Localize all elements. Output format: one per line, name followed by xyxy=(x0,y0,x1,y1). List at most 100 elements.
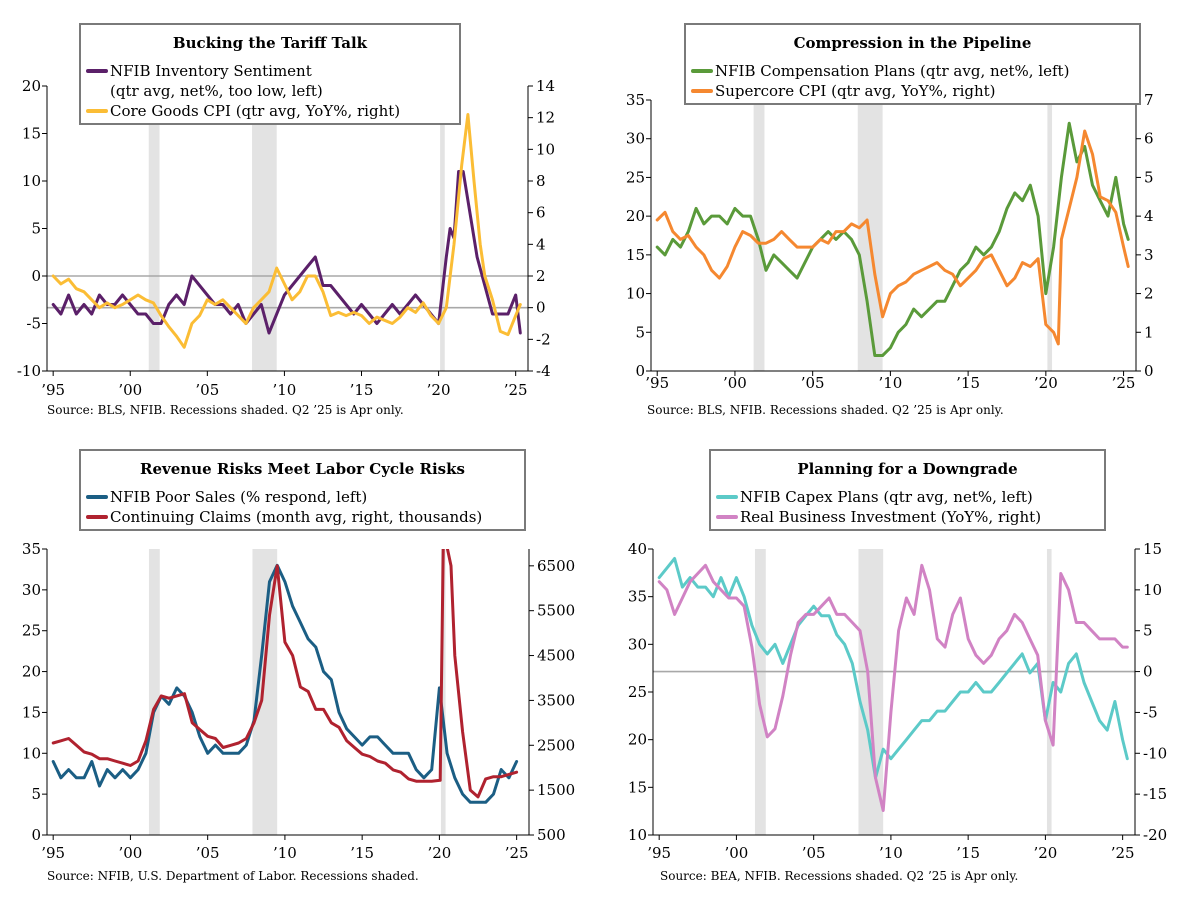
chart-panel-2: 0 5 10 15 20 25 30 35 0 1 2 3 4 5 6 7 ’95 ’00 ’05 ’10 ’15 ’20… xyxy=(626,23,1154,417)
left-tick-label: 35 xyxy=(628,588,647,606)
chart-panel-1: -10 -5 0 5 10 15 20 -4 -2 0 2 4 6 8 10 12 14 ’95 ’00 ’05 ’10… xyxy=(17,23,555,417)
x-tick-label: ’05 xyxy=(801,374,825,392)
right-tick-label: 7 xyxy=(1144,91,1154,109)
legend-label: Supercore CPI (qtr avg, YoY%, right) xyxy=(715,82,996,100)
right-tick-label: -5 xyxy=(1143,703,1158,721)
chart-title: Bucking the Tariff Talk xyxy=(173,34,368,52)
x-tick-label: ’05 xyxy=(196,844,220,862)
left-tick-label: 15 xyxy=(22,125,41,143)
right-tick-label: -10 xyxy=(1143,744,1167,762)
x-tick-label: ’25 xyxy=(1112,374,1136,392)
x-tick-label: ’95 xyxy=(645,374,669,392)
right-tick-label: -4 xyxy=(536,362,551,380)
x-tick-label: ’95 xyxy=(647,844,671,862)
right-tick-label: 6 xyxy=(1144,130,1154,148)
left-tick-label: 20 xyxy=(22,663,41,681)
x-tick-label: ’15 xyxy=(350,844,374,862)
right-tick-label: 4500 xyxy=(537,647,575,665)
x-tick-label: ’95 xyxy=(41,844,65,862)
legend-label: NFIB Poor Sales (% respond, left) xyxy=(110,488,367,506)
left-tick-label: 10 xyxy=(22,744,41,762)
right-tick-label: 5500 xyxy=(537,602,575,620)
recession-band xyxy=(1047,100,1053,371)
left-tick-label: 0 xyxy=(31,267,41,285)
left-tick-label: 20 xyxy=(22,77,41,95)
right-tick-label: 6500 xyxy=(537,557,575,575)
x-tick-label: ’15 xyxy=(350,381,374,399)
source-note: Source: BLS, NFIB. Recessions shaded. Q2… xyxy=(47,403,404,417)
legend-box xyxy=(709,449,1106,531)
left-tick-label: 30 xyxy=(628,635,647,653)
right-tick-label: -2 xyxy=(536,330,551,348)
legend-label: NFIB Inventory Sentiment xyxy=(110,62,312,80)
left-tick-label: 25 xyxy=(22,622,41,640)
chart-title: Planning for a Downgrade xyxy=(797,460,1017,478)
series-line-1 xyxy=(657,557,1129,780)
left-tick-label: 5 xyxy=(31,785,41,803)
x-tick-label: ’20 xyxy=(1033,844,1057,862)
legend-label: (qtr avg, net%, too low, left) xyxy=(110,82,323,100)
left-tick-label: 20 xyxy=(626,207,645,225)
right-tick-label: 3500 xyxy=(537,691,575,709)
right-tick-label: 5 xyxy=(1143,622,1153,640)
right-tick-label: 0 xyxy=(536,299,546,317)
source-note: Source: BEA, NFIB. Recessions shaded. Q2… xyxy=(660,869,1018,883)
x-tick-label: ’00 xyxy=(118,381,142,399)
recession-band xyxy=(754,549,766,835)
right-tick-label: 1500 xyxy=(537,781,575,799)
right-tick-label: 6 xyxy=(536,204,546,222)
chart-title: Revenue Risks Meet Labor Cycle Risks xyxy=(140,460,465,478)
series-line-1 xyxy=(51,170,522,335)
x-tick-label: ’10 xyxy=(878,374,902,392)
right-tick-label: 4 xyxy=(1144,207,1154,225)
x-tick-label: ’00 xyxy=(723,374,747,392)
x-tick-label: ’00 xyxy=(724,844,748,862)
right-tick-label: 2500 xyxy=(537,736,575,754)
legend-label: Real Business Investment (YoY%, right) xyxy=(740,508,1041,526)
series-line-1 xyxy=(51,563,519,804)
right-tick-label: 12 xyxy=(536,109,555,127)
legend-label: NFIB Capex Plans (qtr avg, net%, left) xyxy=(740,488,1033,506)
source-note: Source: NFIB, U.S. Department of Labor. … xyxy=(47,869,419,883)
legend-label: Continuing Claims (month avg, right, tho… xyxy=(110,508,482,526)
left-tick-label: 15 xyxy=(626,246,645,264)
right-tick-label: 10 xyxy=(536,140,555,158)
left-tick-label: 5 xyxy=(635,323,645,341)
left-tick-label: 10 xyxy=(22,172,41,190)
left-tick-label: 5 xyxy=(31,220,41,238)
right-tick-label: 4 xyxy=(536,235,546,253)
series-group xyxy=(657,557,1129,812)
left-tick-label: 30 xyxy=(22,581,41,599)
right-tick-label: 500 xyxy=(537,826,566,844)
x-tick-label: ’95 xyxy=(41,381,65,399)
left-tick-label: 15 xyxy=(22,703,41,721)
legend-label: NFIB Compensation Plans (qtr avg, net%, … xyxy=(715,62,1069,80)
left-tick-label: 40 xyxy=(628,540,647,558)
right-tick-label: 1 xyxy=(1144,323,1154,341)
x-tick-label: ’25 xyxy=(504,381,528,399)
x-tick-label: ’05 xyxy=(195,381,219,399)
right-tick-label: -20 xyxy=(1143,826,1167,844)
recession-band xyxy=(440,549,446,835)
left-tick-label: 0 xyxy=(635,362,645,380)
recession-band xyxy=(148,86,160,371)
legend-box xyxy=(79,449,526,531)
series-line-2 xyxy=(657,563,1129,812)
legend-box xyxy=(684,23,1141,105)
x-tick-label: ’15 xyxy=(956,844,980,862)
left-tick-label: 0 xyxy=(31,826,41,844)
series-line-2 xyxy=(655,129,1130,346)
x-tick-label: ’20 xyxy=(427,381,451,399)
left-tick-label: 20 xyxy=(628,731,647,749)
recession-band xyxy=(753,100,765,371)
x-tick-label: ’20 xyxy=(427,844,451,862)
series-group xyxy=(51,549,519,804)
x-tick-label: ’25 xyxy=(1111,844,1135,862)
chart-title: Compression in the Pipeline xyxy=(794,34,1032,52)
right-tick-label: 5 xyxy=(1144,168,1154,186)
right-tick-label: 0 xyxy=(1144,362,1154,380)
right-tick-label: 10 xyxy=(1143,581,1162,599)
series-group xyxy=(51,113,522,349)
x-tick-label: ’20 xyxy=(1034,374,1058,392)
